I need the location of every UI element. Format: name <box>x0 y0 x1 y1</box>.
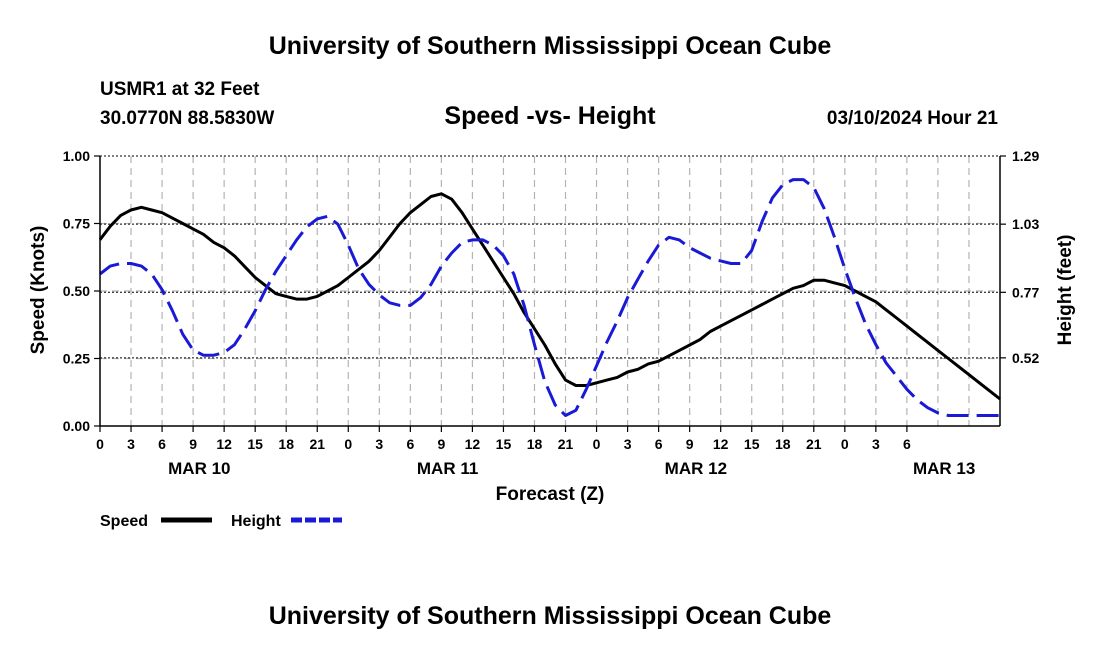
x-tick-label: 12 <box>713 436 729 452</box>
date-label: MAR 12 <box>665 459 727 478</box>
y2-tick-label: 1.03 <box>1012 216 1039 232</box>
x-tick-label: 18 <box>527 436 543 452</box>
date-label: MAR 13 <box>913 459 975 478</box>
y2-tick-label: 0.77 <box>1012 284 1039 300</box>
x-tick-label: 0 <box>96 436 104 452</box>
station-coords: 30.0770N 88.5830W <box>100 108 274 129</box>
x-tick-label: 12 <box>216 436 232 452</box>
y-tick-label: 0.00 <box>63 418 90 434</box>
x-tick-label: 15 <box>496 436 512 452</box>
x-tick-label: 21 <box>806 436 822 452</box>
y-tick-label: 1.00 <box>63 148 90 164</box>
x-tick-label: 9 <box>686 436 694 452</box>
date-label: MAR 10 <box>168 459 230 478</box>
x-tick-label: 6 <box>903 436 911 452</box>
legend-label-speed: Speed <box>100 513 148 530</box>
y2-tick-label: 0.52 <box>1012 350 1039 366</box>
page-title: University of Southern Mississippi Ocean… <box>269 32 832 60</box>
y-tick-label: 0.25 <box>63 351 90 367</box>
y-axis-label: Speed (Knots) <box>28 226 49 355</box>
y-tick-label: 0.50 <box>63 283 90 299</box>
y2-tick-label: 1.29 <box>1012 148 1039 164</box>
grid-lines <box>100 155 1000 426</box>
x-tick-label: 0 <box>344 436 352 452</box>
x-axis-label: Forecast (Z) <box>496 484 605 505</box>
x-tick-label: 0 <box>593 436 601 452</box>
date-label: MAR 11 <box>417 459 478 478</box>
station-label: USMR1 at 32 Feet <box>100 79 260 100</box>
legend-label-height: Height <box>231 513 281 530</box>
x-tick-label: 3 <box>375 436 383 452</box>
x-tick-label: 3 <box>127 436 135 452</box>
x-tick-label: 18 <box>775 436 791 452</box>
forecast-date: 03/10/2024 Hour 21 <box>827 108 999 129</box>
x-tick-label: 12 <box>465 436 481 452</box>
legend: Speed Height <box>100 513 342 530</box>
y-tick-label: 0.75 <box>63 216 90 232</box>
x-tick-label: 3 <box>624 436 632 452</box>
footer-title: University of Southern Mississippi Ocean… <box>269 602 832 630</box>
x-tick-label: 18 <box>278 436 294 452</box>
series-line-speed <box>98 192 1001 401</box>
x-tick-label: 9 <box>189 436 197 452</box>
x-tick-label: 9 <box>437 436 445 452</box>
x-tick-label: 6 <box>655 436 663 452</box>
x-tick-label: 0 <box>841 436 849 452</box>
chart-title: Speed -vs- Height <box>444 102 656 130</box>
x-tick-label: 21 <box>309 436 325 452</box>
y2-axis-label: Height (feet) <box>1055 235 1076 346</box>
x-tick-label: 6 <box>158 436 166 452</box>
x-tick-label: 6 <box>406 436 414 452</box>
axes: 0 3 6 9 12 15 18 21 0 3 6 9 12 15 18 21 0 3 6 9 12 15 18 21 0 3 6 0… <box>63 148 1040 478</box>
x-tick-label: 15 <box>247 436 263 452</box>
series-line-height <box>99 178 1000 417</box>
x-tick-label: 15 <box>744 436 760 452</box>
x-tick-label: 21 <box>558 436 574 452</box>
x-tick-label: 3 <box>872 436 880 452</box>
data-series <box>98 178 1001 417</box>
